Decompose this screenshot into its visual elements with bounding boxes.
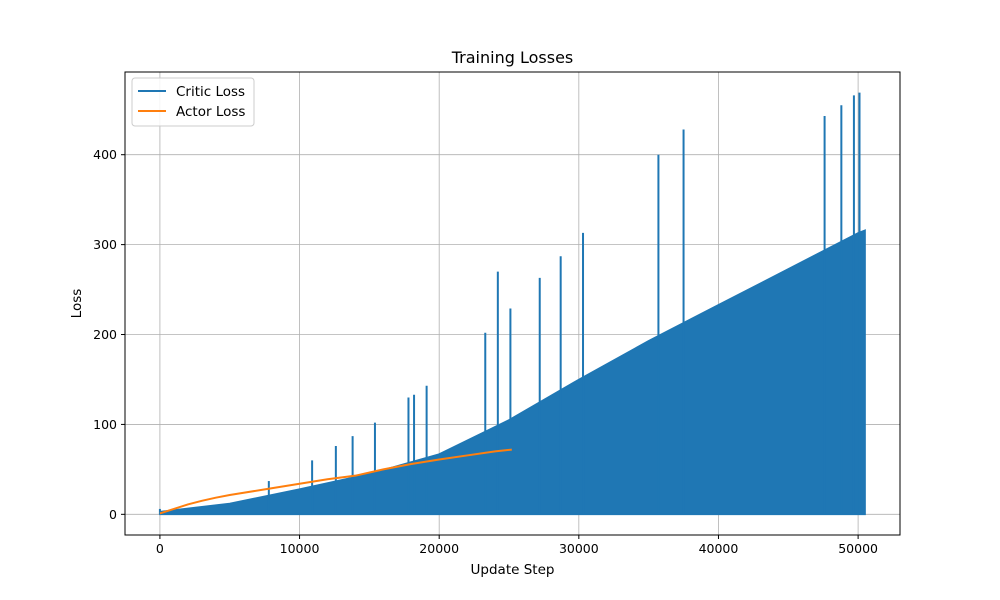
x-tick-label: 20000: [419, 541, 459, 556]
legend-critic-label: Critic Loss: [176, 84, 245, 100]
axis-ticks: 0 10000 20000 30000 40000 50000 0 100 200 300 400: [93, 147, 878, 556]
critic-loss-band: [159, 229, 866, 516]
y-tick-label: 100: [93, 417, 117, 432]
x-tick-label: 30000: [559, 541, 599, 556]
x-tick-label: 50000: [838, 541, 878, 556]
x-tick-label: 10000: [280, 541, 320, 556]
actor-loss-line: [159, 448, 512, 515]
y-tick-label: 400: [93, 147, 117, 162]
y-axis-label: Loss: [69, 289, 85, 319]
x-tick-label: 0: [156, 541, 164, 556]
x-axis-label: Update Step: [471, 562, 555, 578]
critic-loss-series: [158, 92, 866, 516]
actor-loss-series: [159, 448, 512, 515]
legend-actor-label: Actor Loss: [176, 104, 245, 120]
chart-title: Training Losses: [451, 48, 574, 67]
x-tick-label: 40000: [699, 541, 739, 556]
y-tick-label: 300: [93, 237, 117, 252]
plot-frame: [124, 71, 901, 536]
legend: Critic Loss Actor Loss: [131, 77, 255, 127]
y-tick-label: 0: [109, 507, 117, 522]
y-tick-label: 200: [93, 327, 117, 342]
